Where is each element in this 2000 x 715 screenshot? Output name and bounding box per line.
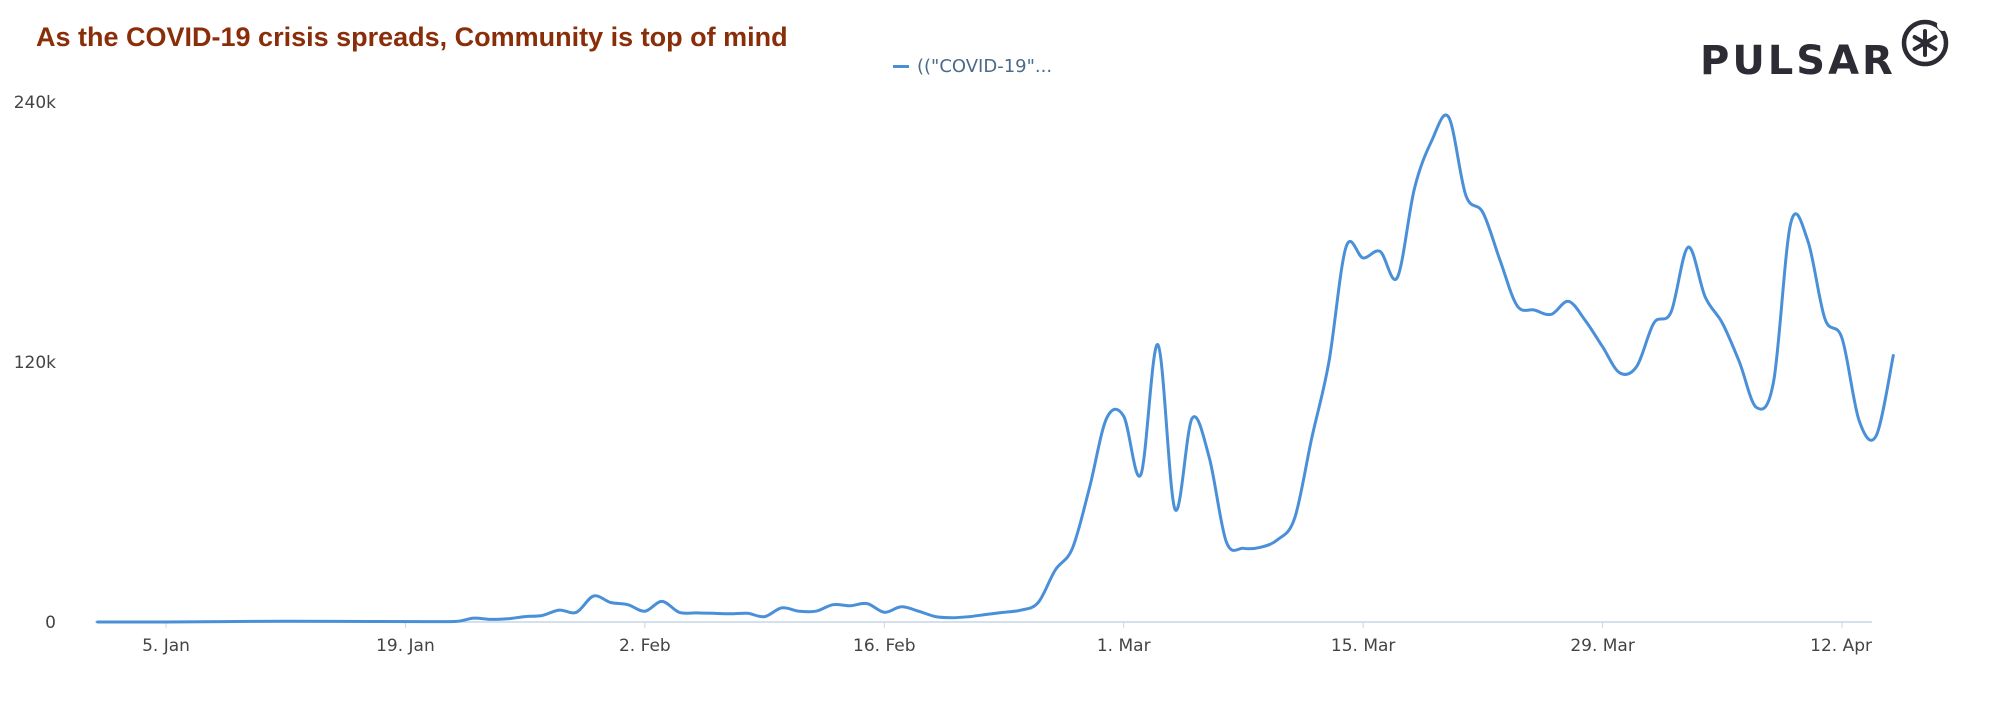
x-tick-label: 16. Feb [853,636,916,656]
x-tick-label: 29. Mar [1570,636,1635,656]
y-axis-labels: 0 120k 240k [14,93,56,633]
y-tick-label: 120k [14,353,56,373]
x-tick-label: 2. Feb [619,636,671,656]
legend-item[interactable]: (("COVID-19"... [893,56,1052,77]
legend-label: (("COVID-19"... [917,56,1053,77]
x-tick-label: 19. Jan [376,636,435,656]
y-tick-label: 0 [45,613,56,633]
logo-wordmark: PULSAR [1700,38,1896,84]
x-tick-label: 5. Jan [142,636,190,656]
chart-title: As the COVID-19 crisis spreads, Communit… [36,22,788,52]
x-axis-labels: 5. Jan 19. Jan 2. Feb 16. Feb 1. Mar 15. Mar 2… [142,622,1872,656]
x-tick-label: 1. Mar [1097,636,1151,656]
x-tick-label: 12. Apr [1810,636,1872,656]
asterisk-badge-icon [1901,19,1949,67]
pulsar-logo: PULSAR [1700,16,1952,84]
series-line[interactable] [96,113,1895,624]
legend-swatch [893,65,909,68]
y-tick-label: 240k [14,93,56,113]
x-tick-label: 15. Mar [1331,636,1396,656]
